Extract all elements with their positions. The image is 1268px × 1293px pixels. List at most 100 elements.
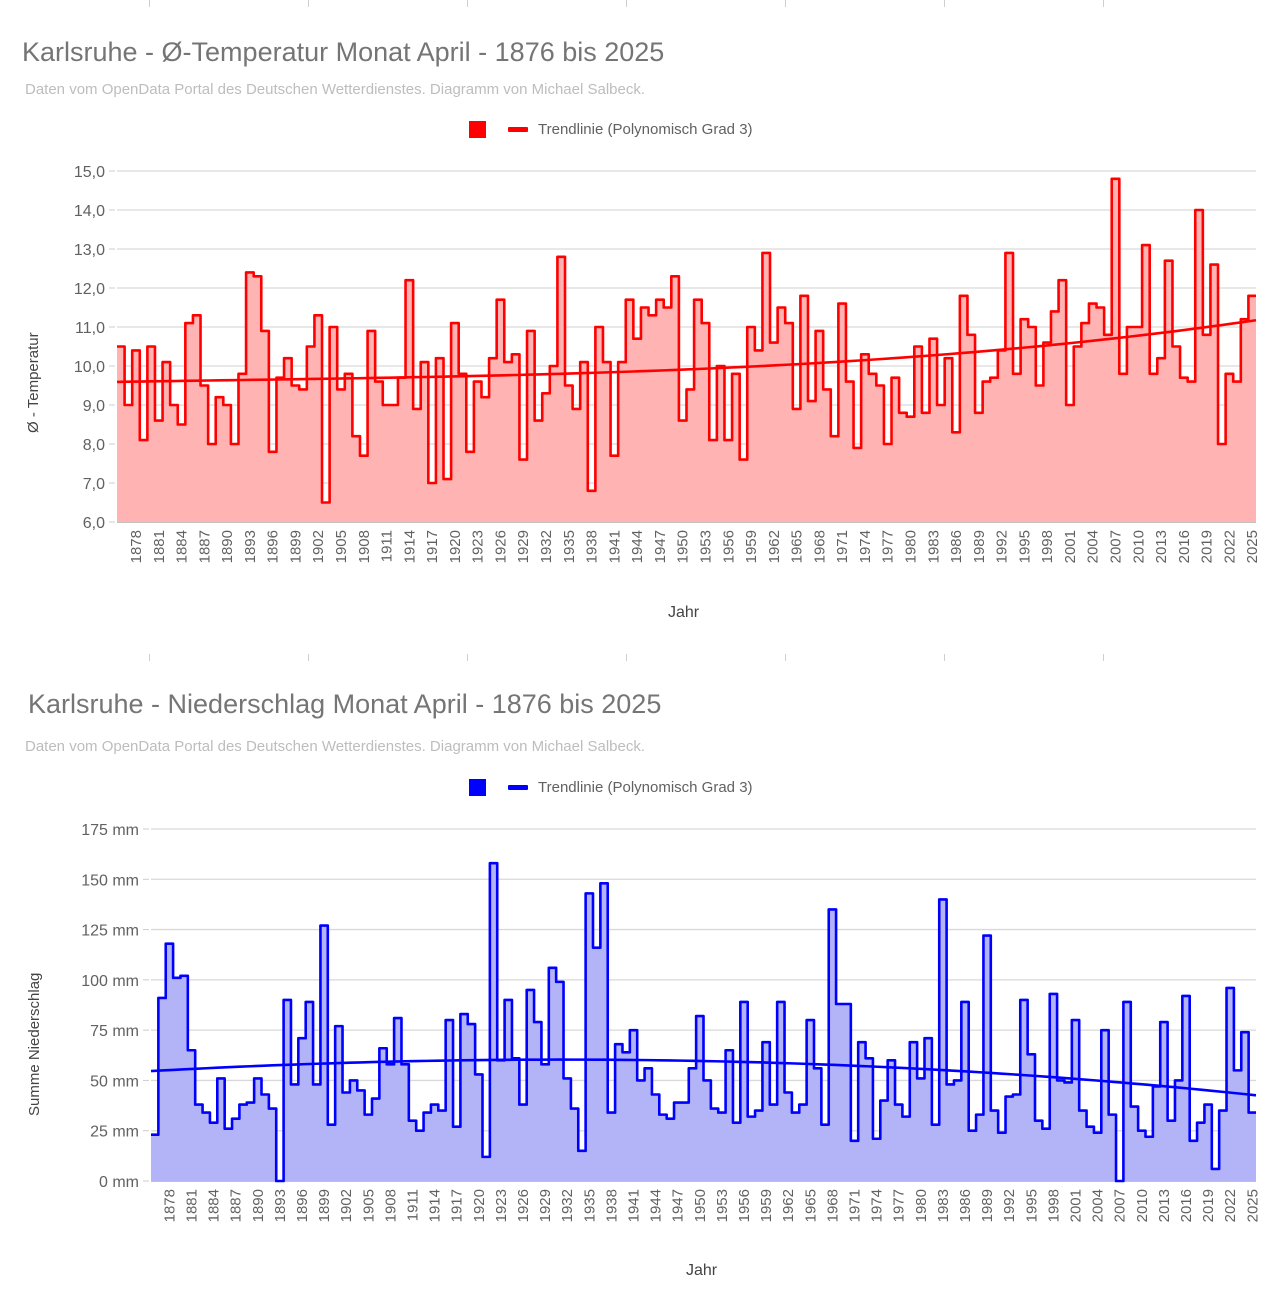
- x-tick-label: 2004: [1090, 1189, 1107, 1222]
- y-tick-label: 12,0: [74, 281, 105, 298]
- y-tick-label: 150 mm: [81, 872, 139, 889]
- trendline: [150, 1058, 1257, 1097]
- x-tick-label: 1965: [789, 530, 806, 563]
- series-line: [117, 177, 1256, 504]
- separator-tick: [467, 654, 468, 661]
- x-tick-label: 1980: [913, 1189, 930, 1222]
- x-tick-label: 1890: [219, 530, 236, 563]
- x-tick-label: 1881: [184, 1189, 201, 1222]
- separator-tick: [785, 654, 786, 661]
- x-tick-label: 1920: [447, 530, 464, 563]
- x-tick-label: 1911: [379, 530, 396, 562]
- x-tick-label: 1986: [957, 1189, 974, 1222]
- x-tick-label: 2022: [1222, 1189, 1239, 1222]
- x-tick-label: 1956: [720, 530, 737, 563]
- separator-tick: [149, 654, 150, 661]
- x-tick-label: 1959: [743, 530, 760, 563]
- x-tick-label: 1983: [925, 530, 942, 563]
- x-tick-label: 1977: [880, 530, 897, 563]
- x-tick-label: 1917: [424, 530, 441, 563]
- x-tick-label: 1998: [1039, 530, 1056, 563]
- y-tick-label: 15,0: [74, 164, 105, 181]
- trend-swatch: [508, 127, 528, 132]
- x-tick-label: 1923: [493, 1189, 510, 1222]
- x-tick-label: 2001: [1068, 1189, 1085, 1222]
- trend-swatch: [508, 785, 528, 790]
- y-tick-label: 6,0: [83, 515, 105, 532]
- y-tick-label: 175 mm: [81, 822, 139, 839]
- x-tick-label: 2019: [1199, 530, 1216, 563]
- x-tick-label: 1962: [766, 530, 783, 563]
- x-tick-label: 2004: [1085, 530, 1102, 563]
- x-tick-label: 1974: [857, 530, 874, 563]
- x-axis-label: Jahr: [686, 1262, 718, 1279]
- chart-subtitle: Daten vom OpenData Portal des Deutschen …: [25, 738, 646, 755]
- x-tick-label: 2025: [1244, 530, 1261, 563]
- x-tick-label: 1896: [265, 530, 282, 563]
- x-tick-label: 1923: [470, 530, 487, 563]
- legend-trend-label: Trendlinie (Polynomisch Grad 3): [538, 779, 753, 796]
- separator-tick: [1103, 654, 1104, 661]
- x-tick-label: 1902: [338, 1189, 355, 1222]
- x-tick-label: 1965: [802, 1189, 819, 1222]
- x-tick-label: 1941: [606, 530, 623, 563]
- x-tick-label: 1929: [537, 1189, 554, 1222]
- x-tick-label: 1908: [382, 1189, 399, 1222]
- x-tick-label: 1986: [948, 530, 965, 563]
- x-tick-label: 1938: [584, 530, 601, 563]
- y-tick-label: 10,0: [74, 359, 105, 376]
- separator-tick: [944, 654, 945, 661]
- x-tick-label: 1962: [780, 1189, 797, 1222]
- x-tick-label: 1926: [492, 530, 509, 563]
- x-tick-label: 1878: [128, 530, 145, 563]
- x-tick-label: 1932: [559, 1189, 576, 1222]
- series-line: [151, 861, 1256, 1183]
- x-tick-label: 1998: [1045, 1189, 1062, 1222]
- x-tick-label: 1953: [714, 1189, 731, 1222]
- y-axis-label: Summe Niederschlag: [26, 972, 43, 1116]
- y-tick-label: 13,0: [74, 242, 105, 259]
- chart-subtitle: Daten vom OpenData Portal des Deutschen …: [25, 81, 646, 98]
- x-tick-label: 1908: [356, 530, 373, 563]
- x-axis-label: Jahr: [668, 604, 700, 621]
- x-tick-label: 1905: [333, 530, 350, 563]
- chart-legend: Trendlinie (Polynomisch Grad 3): [469, 121, 753, 138]
- x-tick-label: 2025: [1244, 1189, 1261, 1222]
- x-tick-label: 1917: [449, 1189, 466, 1222]
- x-tick-label: 1974: [869, 1189, 886, 1222]
- x-tick-label: 1944: [648, 1189, 665, 1222]
- x-tick-label: 1890: [250, 1189, 267, 1222]
- x-tick-label: 1953: [697, 530, 714, 563]
- series-swatch: [469, 121, 486, 138]
- x-tick-label: 1950: [675, 530, 692, 563]
- x-tick-label: 1935: [561, 530, 578, 563]
- y-tick-label: 8,0: [83, 437, 105, 454]
- x-tick-label: 1911: [405, 1189, 422, 1221]
- x-tick-label: 1992: [994, 530, 1011, 563]
- x-tick-label: 1995: [1023, 1189, 1040, 1222]
- x-tick-label: 1884: [206, 1189, 223, 1222]
- x-tick-label: 1995: [1016, 530, 1033, 563]
- x-tick-label: 1950: [692, 1189, 709, 1222]
- y-tick-label: 50 mm: [90, 1073, 139, 1090]
- x-tick-label: 2001: [1062, 530, 1079, 563]
- series-swatch: [469, 779, 486, 796]
- separator-tick: [149, 0, 150, 7]
- x-tick-label: 1989: [979, 1189, 996, 1222]
- chart-legend: Trendlinie (Polynomisch Grad 3): [469, 779, 753, 796]
- x-tick-label: 2010: [1134, 1189, 1151, 1222]
- separator-tick: [467, 0, 468, 7]
- x-tick-label: 1926: [515, 1189, 532, 1222]
- x-tick-label: 2022: [1221, 530, 1238, 563]
- x-tick-label: 1878: [161, 1189, 178, 1222]
- temperature-plot: 6,0 7,0 8,0 9,0 10,0 11,0 12,0 13,0 14,0 15,0 1878…: [74, 164, 1261, 563]
- x-tick-label: 1899: [287, 530, 304, 563]
- separator-tick: [785, 0, 786, 7]
- x-tick-label: 1989: [971, 530, 988, 563]
- x-tick-label: 2007: [1108, 530, 1125, 563]
- separator-tick: [944, 0, 945, 7]
- y-tick-label: 9,0: [83, 398, 105, 415]
- x-tick-label: 2013: [1156, 1189, 1173, 1222]
- x-tick-label: 1893: [272, 1189, 289, 1222]
